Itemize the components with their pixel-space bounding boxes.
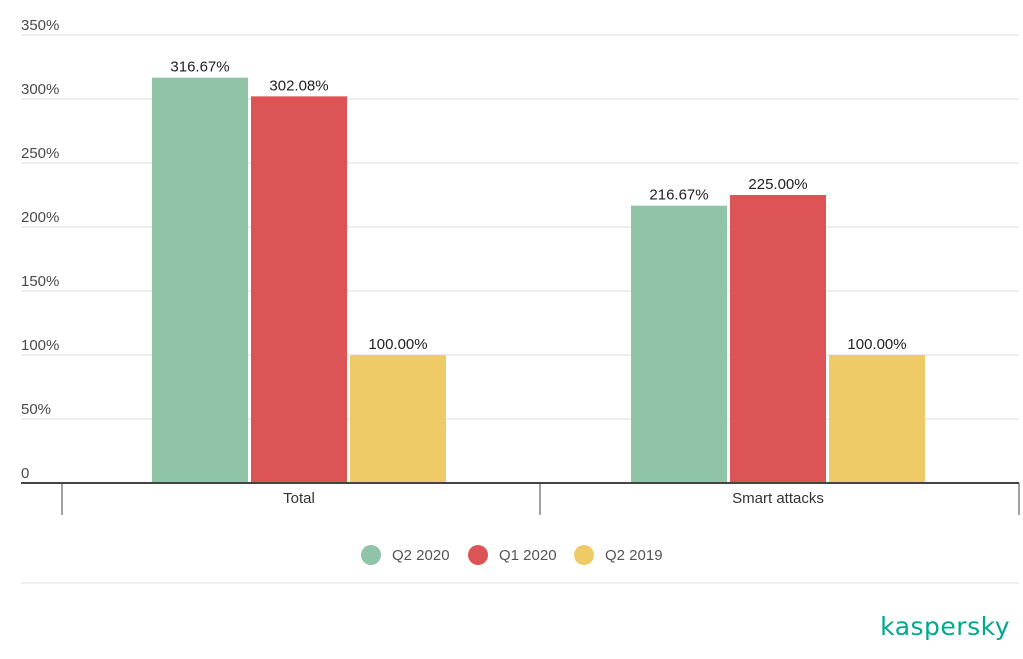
data-label: 302.08%	[269, 77, 328, 94]
bar-q2-2020-total	[152, 77, 248, 483]
y-tick-label: 150%	[21, 273, 59, 290]
data-label: 100.00%	[847, 336, 906, 353]
legend-label: Q1 2020	[499, 547, 557, 564]
legend-swatch	[574, 545, 594, 565]
legend: Q2 2020 Q1 2020 Q2 2019	[361, 545, 663, 565]
legend-label: Q2 2019	[605, 547, 663, 564]
bar-q2-2019-smart-attacks	[829, 355, 925, 483]
y-tick-label: 50%	[21, 401, 51, 418]
kaspersky-logo: kaspersky	[880, 612, 1010, 641]
category-label: Total	[283, 490, 315, 507]
x-axis	[21, 482, 1020, 515]
legend-swatch	[468, 545, 488, 565]
bar-q1-2020-total	[251, 96, 347, 484]
y-tick-label: 0	[21, 465, 29, 482]
y-axis-ticks: 0 50% 100% 150% 200% 250% 300% 350%	[21, 17, 59, 482]
data-label: 100.00%	[368, 336, 427, 353]
category-labels: Total Smart attacks	[283, 490, 824, 507]
y-tick-label: 350%	[21, 17, 59, 34]
bars	[152, 77, 925, 484]
legend-label: Q2 2020	[392, 547, 450, 564]
y-tick-label: 250%	[21, 145, 59, 162]
data-label: 225.00%	[748, 176, 807, 193]
y-tick-label: 100%	[21, 337, 59, 354]
data-label: 316.67%	[170, 59, 229, 76]
y-tick-label: 300%	[21, 81, 59, 98]
legend-swatch	[361, 545, 381, 565]
category-label: Smart attacks	[732, 490, 824, 507]
y-tick-label: 200%	[21, 209, 59, 226]
bar-q1-2020-smart-attacks	[730, 195, 826, 483]
bar-q2-2019-total	[350, 355, 446, 483]
bar-q2-2020-smart-attacks	[631, 205, 727, 483]
data-labels: 316.67% 302.08% 100.00% 216.67% 225.00% 100.0…	[170, 59, 906, 353]
data-label: 216.67%	[649, 187, 708, 204]
